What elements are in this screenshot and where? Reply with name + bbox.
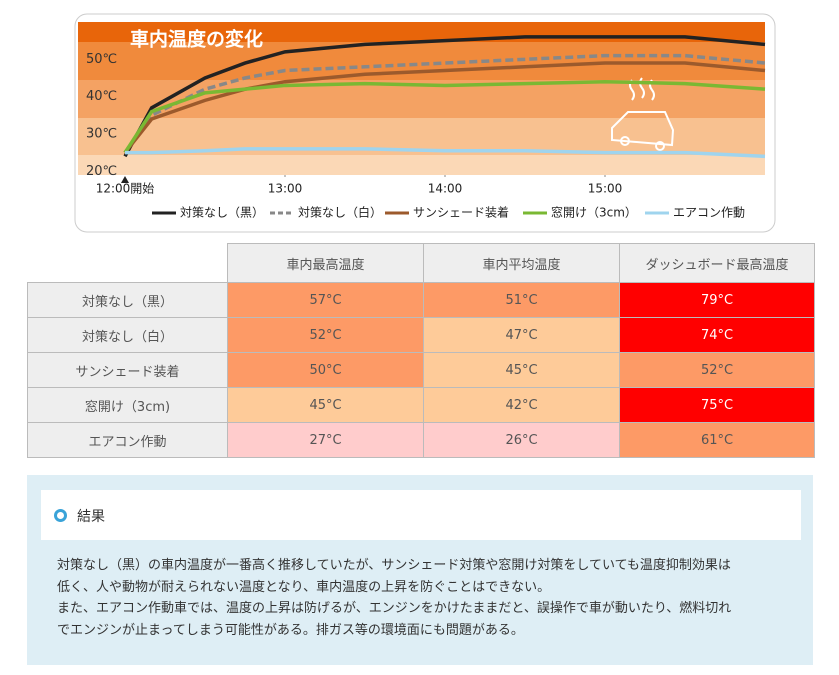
table: 車内最高温度 車内平均温度 ダッシュボード最高温度 対策なし（黒） 57°C 51°C 79… [27, 243, 815, 458]
cell: 42°C [423, 387, 620, 423]
row-label: 対策なし（白） [27, 317, 228, 353]
result-header: 結果 [41, 490, 801, 540]
series-line [123, 35, 766, 158]
header-cell: 車内平均温度 [423, 243, 620, 283]
x-tick-label: 12:00開始 [96, 182, 155, 196]
icon [54, 509, 67, 522]
series-line [125, 147, 766, 159]
y-tick-label: 20℃ [86, 164, 117, 179]
row-label: 窓開け（3cm) [27, 387, 228, 423]
cell: 47°C [423, 317, 620, 353]
cell: 57°C [227, 282, 424, 318]
cell: 61°C [619, 422, 815, 458]
result-box: 結果 対策なし（黒）の車内温度が一番高く推移していたが、サンシェード対策や窓開け… [27, 475, 813, 665]
header-cell: 車内最高温度 [227, 243, 424, 283]
legend-label: サンシェード装着 [413, 205, 509, 220]
cell: 50°C [227, 352, 424, 388]
text-line: また、エアコン作動車では、温度の上昇は防げるが、エンジンをかけたままだと、誤操作… [57, 601, 732, 616]
y-tick-label: 40℃ [86, 89, 117, 104]
legend-label: 対策なし（黒） [180, 206, 264, 220]
y-tick-label: 30℃ [86, 126, 117, 141]
row-label: エアコン作動 [27, 422, 228, 458]
x-tick-label: 13:00 [268, 182, 303, 196]
x-tick [121, 176, 129, 183]
chart: 車内温度の変化 20℃ 30℃ 40℃ 50℃ 12:00開始 13:00 14:00 15:… [74, 13, 776, 233]
legend-label: 窓開け（3cm） [551, 205, 637, 220]
row: 対策なし（白） 52°C 47°C 74°C [27, 317, 815, 353]
row: サンシェード装着 50°C 45°C 52°C [27, 352, 815, 388]
result-title: 結果 [77, 509, 105, 525]
x-tick-label: 14:00 [428, 182, 463, 196]
row: 窓開け（3cm) 45°C 42°C 75°C [27, 387, 815, 423]
text-line: 対策なし（黒）の車内温度が一番高く推移していたが、サンシェード対策や窓開け対策を… [57, 558, 731, 573]
row: エアコン作動 27°C 26°C 61°C [27, 422, 815, 458]
cell: 74°C [619, 317, 815, 353]
cell: 45°C [423, 352, 620, 388]
corner-cell [28, 244, 228, 283]
text-line: でエンジンが止まってしまう可能性がある。排ガス等の環境面にも問題がある。 [57, 622, 524, 638]
legend-label: エアコン作動 [673, 206, 745, 220]
band [78, 42, 765, 80]
cell: 79°C [619, 282, 815, 318]
cell: 45°C [227, 387, 424, 423]
cell: 26°C [423, 422, 620, 458]
x-tick-label: 15:00 [588, 182, 623, 196]
cell: 51°C [423, 282, 620, 318]
header-cell: ダッシュボード最高温度 [619, 243, 815, 283]
cell: 27°C [227, 422, 424, 458]
chart-title: 車内温度の変化 [130, 28, 263, 51]
cell: 52°C [619, 352, 815, 388]
row-label: 対策なし（黒） [27, 282, 228, 318]
text-line: 低く、人や動物が耐えられない温度となり、車内温度の上昇を防ぐことはできない。 [57, 579, 551, 595]
row: 対策なし（黒） 57°C 51°C 79°C [27, 282, 815, 318]
cell: 75°C [619, 387, 815, 423]
row-label: サンシェード装着 [27, 352, 228, 388]
header-row: 車内最高温度 車内平均温度 ダッシュボード最高温度 [28, 243, 815, 283]
result-text: 対策なし（黒）の車内温度が一番高く推移していたが、サンシェード対策や窓開け対策を… [57, 555, 731, 641]
cell: 52°C [227, 317, 424, 353]
series-line [123, 61, 766, 154]
band [78, 155, 765, 175]
legend-label: 対策なし（白） [298, 205, 382, 220]
y-tick-label: 50℃ [86, 52, 117, 67]
series-line [123, 79, 766, 154]
